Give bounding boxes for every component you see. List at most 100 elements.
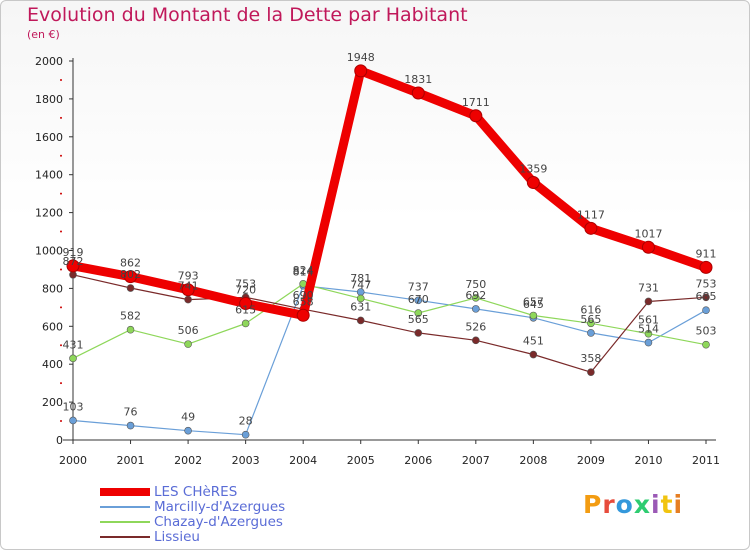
- x-tick-label: 2007: [462, 454, 490, 467]
- data-label: 514: [638, 323, 659, 336]
- data-label: 658: [293, 295, 314, 308]
- data-label: 49: [181, 411, 195, 424]
- data-label: 616: [580, 303, 601, 316]
- series-line: [72, 274, 707, 373]
- data-point: [296, 308, 310, 322]
- data-label: 750: [465, 278, 486, 291]
- data-point: [414, 296, 423, 305]
- y-minor-tick: [60, 192, 62, 195]
- y-tick-label: 400: [42, 358, 63, 371]
- y-tick-label: 2000: [35, 55, 63, 68]
- data-label: 358: [580, 352, 601, 365]
- data-point: [587, 368, 595, 376]
- data-label: 690: [293, 289, 314, 302]
- logo-letter: r: [602, 490, 616, 519]
- data-point: [69, 354, 77, 363]
- data-label: 1831: [404, 73, 432, 86]
- data-label: 565: [408, 313, 429, 326]
- data-label: 103: [63, 400, 84, 413]
- data-label: 28: [239, 415, 253, 428]
- data-label: 670: [408, 293, 429, 306]
- logo-letter: x: [633, 490, 651, 519]
- data-point: [587, 329, 595, 337]
- data-point: [472, 336, 480, 345]
- series-line: [72, 285, 707, 436]
- data-label: 747: [350, 278, 371, 291]
- data-point: [702, 340, 710, 349]
- data-point: [469, 109, 483, 123]
- data-label: 814: [293, 266, 314, 279]
- data-point: [184, 426, 192, 435]
- logo-letter: i: [673, 490, 684, 519]
- y-minor-tick: [60, 344, 62, 347]
- x-tick-label: 2004: [289, 454, 317, 467]
- legend-label: LES CHèRES: [154, 484, 238, 500]
- logo-letter: P: [583, 490, 603, 519]
- data-point: [241, 319, 250, 328]
- data-point: [644, 297, 653, 306]
- data-label: 862: [120, 257, 141, 270]
- y-minor-tick: [60, 382, 62, 385]
- data-label: 645: [523, 298, 544, 311]
- data-label: 631: [350, 300, 371, 313]
- data-label: 657: [523, 295, 544, 308]
- y-tick-label: 1400: [35, 169, 63, 182]
- y-tick-label: 1600: [35, 131, 63, 144]
- data-label: 753: [235, 277, 256, 290]
- chart-title: Evolution du Montant de la Dette par Hab…: [27, 4, 468, 26]
- y-minor-tick: [60, 116, 62, 119]
- data-label: 565: [580, 313, 601, 326]
- data-point: [529, 311, 538, 320]
- data-label: 741: [178, 280, 199, 293]
- legend-swatch: [100, 536, 150, 538]
- data-label: 1711: [462, 96, 490, 109]
- data-label: 824: [293, 264, 314, 277]
- data-label: 753: [696, 277, 717, 290]
- data-label: 503: [696, 325, 717, 338]
- logo-letter: i: [651, 490, 661, 519]
- data-label: 506: [178, 324, 199, 337]
- series-line: [72, 283, 707, 359]
- data-label: 1117: [577, 208, 605, 221]
- data-point: [526, 175, 540, 189]
- legend-label: Lissieu: [154, 529, 200, 545]
- y-tick-label: 800: [42, 282, 63, 295]
- data-label: 582: [120, 310, 141, 323]
- x-tick-label: 2003: [232, 454, 260, 467]
- data-point: [641, 240, 655, 254]
- data-point: [356, 294, 365, 303]
- x-tick-label: 2006: [404, 454, 432, 467]
- y-tick-label: 600: [42, 320, 63, 333]
- line-chart: 0 200 400 600 800 1000 1200 1400 1600 1800 2000 200…: [35, 51, 720, 467]
- y-minor-tick: [60, 154, 62, 157]
- data-point: [184, 295, 192, 304]
- legend-swatch: [100, 488, 150, 496]
- data-point: [126, 284, 135, 292]
- data-point: [66, 259, 80, 273]
- data-label: 911: [696, 247, 717, 260]
- data-point: [184, 340, 192, 348]
- x-tick-label: 2000: [59, 454, 87, 467]
- x-tick-label: 2009: [577, 454, 605, 467]
- data-point: [644, 338, 653, 347]
- y-tick-label: 0: [56, 434, 63, 447]
- data-point: [239, 297, 253, 311]
- data-point: [472, 305, 480, 313]
- data-label: 919: [63, 246, 84, 259]
- data-point: [644, 329, 653, 338]
- x-tick-label: 2010: [634, 454, 662, 467]
- x-tick-label: 2008: [519, 454, 547, 467]
- data-label: 685: [696, 290, 717, 303]
- data-label: 1948: [347, 51, 375, 64]
- data-point: [411, 86, 425, 100]
- data-label: 615: [235, 303, 256, 316]
- data-label: 1359: [519, 162, 547, 175]
- data-point: [702, 306, 710, 314]
- data-point: [69, 416, 77, 425]
- y-minor-tick: [60, 230, 62, 233]
- data-point: [702, 293, 710, 302]
- legend-label: Chazay-d'Azergues: [154, 514, 283, 530]
- data-point: [587, 319, 595, 328]
- data-point: [241, 430, 250, 439]
- data-label: 802: [120, 268, 141, 281]
